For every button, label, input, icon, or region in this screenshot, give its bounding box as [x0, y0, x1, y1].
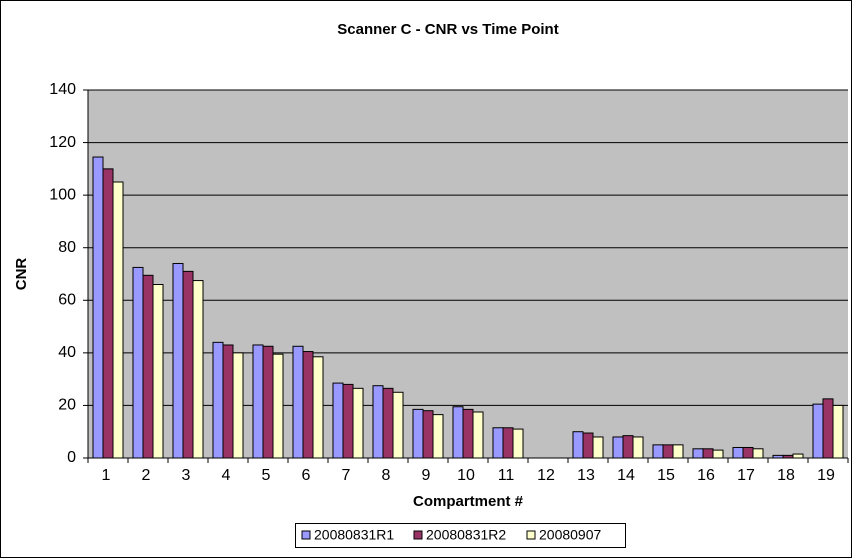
bar: [632, 436, 644, 459]
x-tick-label: 5: [262, 467, 271, 484]
legend-box: [295, 523, 626, 548]
legend-label: 20080831R2: [426, 527, 506, 543]
bar: [142, 274, 154, 459]
bar: [512, 428, 524, 459]
bar: [752, 448, 764, 459]
legend-swatch: [413, 530, 423, 540]
bar: [112, 181, 124, 459]
y-tick-label: 40: [58, 344, 76, 361]
bar: [372, 385, 384, 459]
bar: [302, 351, 314, 459]
bar: [182, 270, 194, 459]
bar: [342, 383, 354, 459]
bar: [702, 448, 714, 459]
legend-label: 20080907: [539, 527, 602, 543]
bar: [412, 408, 424, 459]
bar: [232, 352, 244, 459]
bar: [352, 387, 364, 459]
bar: [622, 435, 634, 459]
bar: [332, 382, 344, 459]
x-tick-label: 17: [737, 467, 755, 484]
bar: [792, 453, 804, 459]
bar: [672, 444, 684, 459]
bar: [692, 448, 704, 459]
legend-label: 20080831R1: [314, 527, 394, 543]
legend-swatch: [301, 530, 311, 540]
chart-title: Scanner C - CNR vs Time Point: [337, 21, 558, 38]
bar: [172, 262, 184, 459]
bar: [772, 454, 784, 459]
bar: [572, 431, 584, 459]
x-tick-label: 4: [222, 467, 231, 484]
bar: [212, 341, 224, 459]
x-tick-label: 10: [457, 467, 475, 484]
x-tick-label: 19: [817, 467, 835, 484]
bar: [152, 284, 164, 459]
bar: [392, 391, 404, 459]
bar: [472, 411, 484, 459]
bar: [292, 345, 304, 459]
y-tick-label: 140: [49, 81, 76, 98]
x-tick-label: 12: [537, 467, 555, 484]
y-tick-label: 80: [58, 239, 76, 256]
bar: [222, 344, 234, 459]
bar: [652, 444, 664, 459]
bar: [382, 387, 394, 459]
bar: [252, 344, 264, 459]
y-tick-label: 100: [49, 186, 76, 203]
bar: [452, 406, 464, 459]
bar: [262, 345, 274, 459]
bar: [312, 356, 324, 459]
bar: [502, 427, 514, 459]
bar: [132, 266, 144, 459]
x-tick-label: 15: [657, 467, 675, 484]
x-tick-label: 8: [382, 467, 391, 484]
bar: [732, 446, 744, 459]
x-tick-label: 13: [577, 467, 595, 484]
bar: [272, 353, 284, 459]
bar: [422, 410, 434, 459]
bar: [432, 414, 444, 459]
bar: [462, 408, 474, 459]
x-tick-label: 3: [182, 467, 191, 484]
bar: [92, 156, 104, 459]
bar: [592, 436, 604, 459]
legend-swatch: [526, 530, 536, 540]
x-tick-label: 7: [342, 467, 351, 484]
x-tick-label: 6: [302, 467, 311, 484]
bar: [612, 436, 624, 459]
y-tick-label: 60: [58, 292, 76, 309]
x-tick-label: 9: [422, 467, 431, 484]
x-tick-label: 1: [102, 467, 111, 484]
x-tick-label: 11: [498, 467, 515, 484]
y-tick-label: 20: [58, 397, 76, 414]
bar: [492, 427, 504, 459]
bar: [662, 444, 674, 459]
bar: [832, 404, 844, 459]
bar: [582, 432, 594, 459]
y-tick-label: 120: [49, 134, 76, 151]
x-tick-label: 2: [142, 467, 151, 484]
bar: [782, 454, 794, 459]
bar: [712, 449, 724, 459]
y-tick-label: 0: [67, 449, 76, 466]
x-axis-title: Compartment #: [413, 493, 524, 510]
bar: [742, 446, 754, 459]
bar: [812, 403, 824, 459]
x-tick-label: 16: [697, 467, 715, 484]
bar: [192, 280, 204, 459]
y-axis-title: CNR: [13, 258, 30, 291]
x-tick-label: 18: [777, 467, 795, 484]
x-tick-label: 14: [617, 467, 635, 484]
bar: [102, 168, 114, 459]
bar: [822, 398, 834, 459]
